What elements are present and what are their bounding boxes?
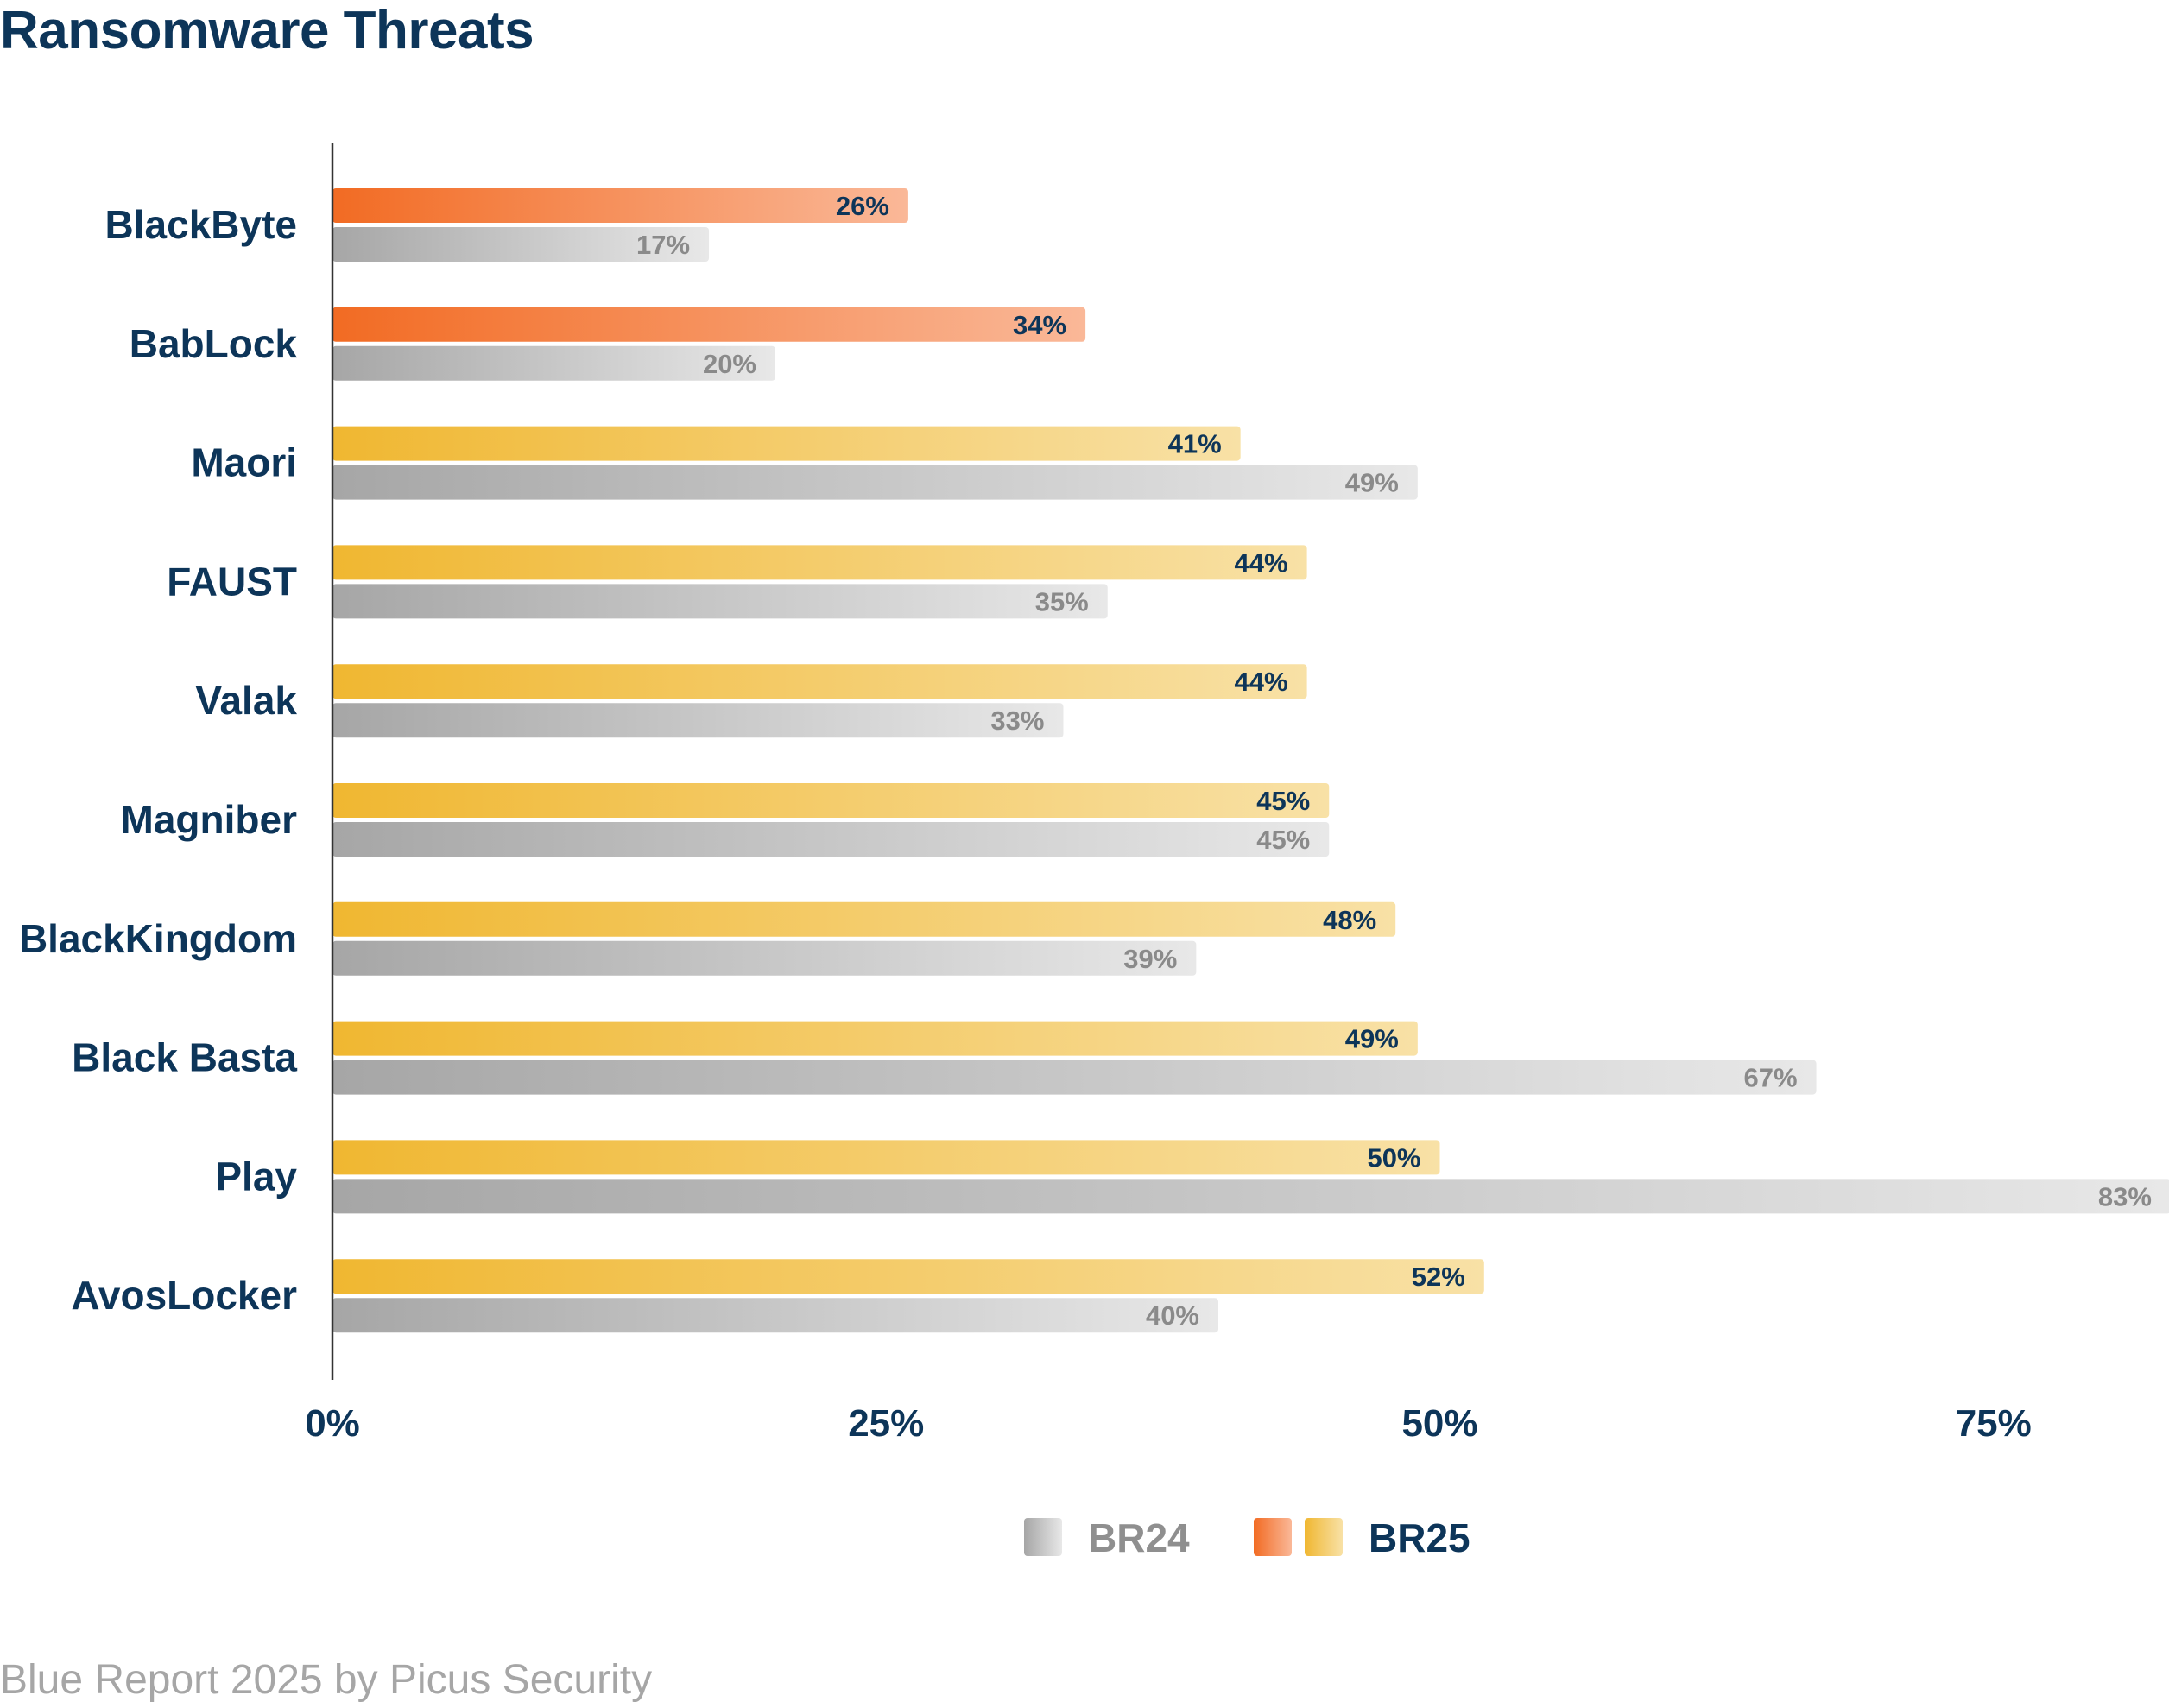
- bar-br25-value: 41%: [1168, 429, 1222, 459]
- bar-br25: [332, 1021, 1418, 1056]
- x-tick-label: 75%: [1956, 1402, 2032, 1445]
- bar-br24: [332, 584, 1108, 619]
- bar-br25: [332, 783, 1330, 818]
- chart-title: Ransomware Threats: [0, 1, 534, 60]
- bar-br25: [332, 426, 1241, 461]
- category-label: BabLock: [130, 321, 298, 366]
- bar-br24-value: 35%: [1035, 586, 1089, 617]
- bar-br25: [332, 901, 1396, 937]
- bar-br25-value: 44%: [1235, 547, 1288, 578]
- bar-br24: [332, 465, 1418, 500]
- bar-br25-value: 50%: [1367, 1142, 1420, 1173]
- plot-area: BlackByte 26% 17% BabLock 34% 20% Maori 41% 49% F…: [19, 143, 2169, 1445]
- bar-br24-value: 40%: [1146, 1300, 1199, 1331]
- bar-br25-value: 49%: [1345, 1024, 1399, 1054]
- category-label: Valak: [195, 678, 297, 723]
- category-label: Play: [215, 1154, 297, 1199]
- bar-br25: [332, 1259, 1484, 1294]
- bar-br24: [332, 1298, 1218, 1333]
- bar-br25-value: 48%: [1323, 905, 1376, 935]
- bar-br25-value: 34%: [1013, 310, 1066, 340]
- category-label: Maori: [191, 440, 297, 485]
- bar-br24-value: 83%: [2098, 1181, 2152, 1211]
- bar-br25-value: 26%: [836, 191, 889, 221]
- legend-swatch-br25-yellow: [1305, 1518, 1343, 1556]
- bar-br24-value: 39%: [1123, 944, 1177, 974]
- bar-br24: [332, 345, 775, 381]
- bar-br25: [332, 664, 1307, 699]
- x-tick-label: 50%: [1401, 1402, 1477, 1445]
- bar-br25: [332, 188, 908, 223]
- bar-br24-value: 17%: [636, 230, 690, 260]
- bar-br25-value: 52%: [1412, 1262, 1465, 1292]
- bar-br24: [332, 940, 1197, 976]
- bar-br24-value: 20%: [703, 349, 756, 379]
- bar-br24: [332, 227, 710, 262]
- x-tick-label: 0%: [305, 1402, 360, 1445]
- bar-br24-value: 49%: [1345, 468, 1399, 498]
- category-label: AvosLocker: [71, 1273, 297, 1318]
- bar-br25: [332, 1140, 1440, 1175]
- footer-credit: Blue Report 2025 by Picus Security: [0, 1657, 653, 1703]
- legend-label-br24: BR24: [1088, 1515, 1190, 1560]
- bar-br24: [332, 1179, 2169, 1214]
- bar-br24: [332, 822, 1330, 857]
- bar-br25-value: 45%: [1256, 786, 1310, 816]
- bar-br24: [332, 1060, 1817, 1095]
- bar-br24: [332, 703, 1064, 738]
- x-tick-label: 25%: [848, 1402, 924, 1445]
- legend-swatch-br25-orange: [1254, 1518, 1292, 1556]
- legend-label-br25: BR25: [1369, 1515, 1470, 1560]
- legend: BR24 BR25: [1024, 1515, 1470, 1560]
- category-label: Magniber: [121, 797, 298, 842]
- bar-br25: [332, 545, 1307, 580]
- bar-br25: [332, 307, 1086, 342]
- bar-br24-value: 45%: [1256, 825, 1310, 855]
- bar-br25-value: 44%: [1235, 667, 1288, 697]
- bar-br24-value: 67%: [1744, 1063, 1798, 1093]
- category-label: FAUST: [167, 559, 297, 604]
- bar-br24-value: 33%: [990, 705, 1044, 736]
- category-label: BlackByte: [105, 202, 297, 247]
- category-label: Black Basta: [72, 1035, 297, 1080]
- category-label: BlackKingdom: [19, 916, 297, 961]
- legend-swatch-br24: [1024, 1518, 1062, 1556]
